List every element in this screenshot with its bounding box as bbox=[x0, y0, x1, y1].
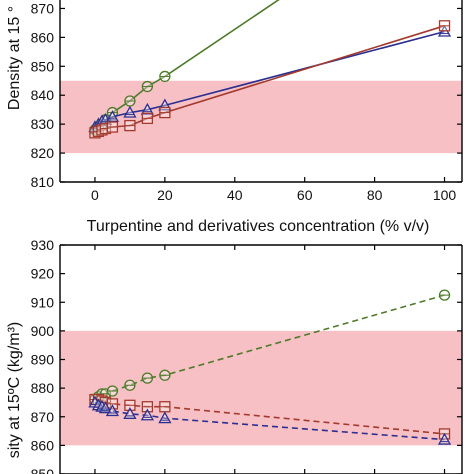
y-tick-label: 820 bbox=[31, 145, 55, 161]
chart-bottom: 850 860 870 880 890 900 910 920 930 bbox=[31, 237, 463, 474]
y-tick-label: 910 bbox=[31, 294, 55, 310]
chart-bottom-ylabel: sity at 15ºC (kg/m³) bbox=[6, 322, 23, 459]
x-tick-label: 80 bbox=[367, 187, 383, 203]
y-tick-label: 870 bbox=[31, 409, 55, 425]
x-tick-label: 100 bbox=[433, 187, 457, 203]
y-tick-label: 890 bbox=[31, 352, 55, 368]
y-tick-label: 830 bbox=[31, 116, 55, 132]
y-tick-label: 900 bbox=[31, 323, 55, 339]
y-tick-label: 860 bbox=[31, 437, 55, 453]
chart-top-xlabel: Turpentine and derivatives concentration… bbox=[87, 218, 430, 235]
y-tick-label: 920 bbox=[31, 266, 55, 282]
spec-band bbox=[60, 330, 462, 446]
x-tick-label: 40 bbox=[227, 187, 243, 203]
y-tick-label: 850 bbox=[31, 58, 55, 74]
x-tick-label: 20 bbox=[157, 187, 173, 203]
plot-area bbox=[60, 289, 462, 446]
y-tick-label: 880 bbox=[31, 380, 55, 396]
spec-band bbox=[60, 80, 462, 154]
chart-top-ylabel: Density at 15 ° bbox=[6, 6, 23, 110]
y-tick-label: 870 bbox=[31, 0, 55, 16]
y-tick-label: 860 bbox=[31, 29, 55, 45]
y-tick-label: 930 bbox=[31, 237, 55, 253]
y-tick-label: 840 bbox=[31, 87, 55, 103]
y-tick-label: 850 bbox=[31, 466, 55, 474]
plot-area bbox=[60, 0, 462, 154]
chart-top: 810 820 830 840 850 860 870 0 20 40 60 80 100 bbox=[31, 0, 463, 203]
x-tick-label: 0 bbox=[91, 187, 99, 203]
y-tick-label: 810 bbox=[31, 174, 55, 190]
x-tick-label: 60 bbox=[297, 187, 313, 203]
